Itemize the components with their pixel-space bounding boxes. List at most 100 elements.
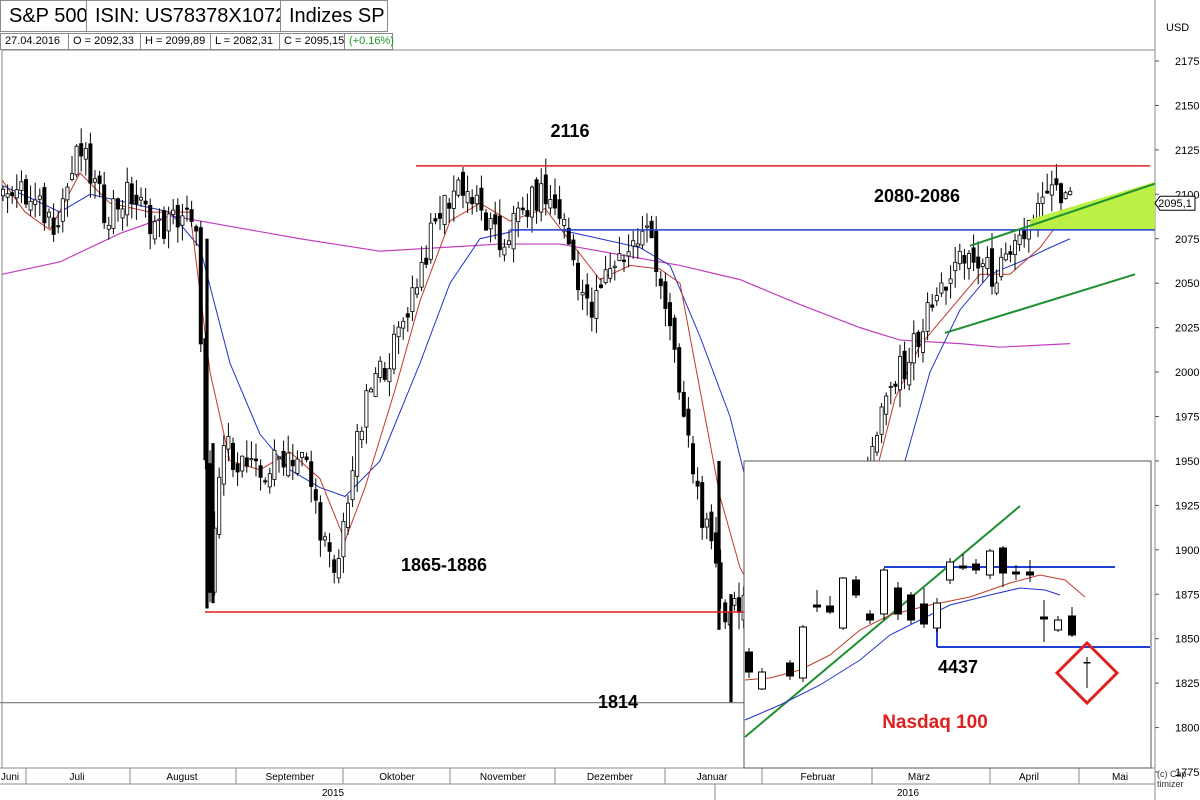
candle-body [465, 191, 470, 204]
candle-body [879, 406, 884, 435]
candle-body [125, 182, 130, 216]
last-price-marker [1154, 195, 1196, 211]
inset-candle-body [839, 577, 847, 629]
candle-body [290, 459, 295, 467]
candle-body [175, 204, 180, 228]
candle-body [580, 292, 585, 296]
inset-candle-body [799, 626, 807, 679]
high-value: H = 2099,89 [140, 33, 211, 50]
x-month-label: März [908, 772, 930, 783]
candle-body [180, 215, 185, 226]
candle-body [161, 210, 166, 239]
inset-trend-line [744, 505, 1021, 738]
candle-body [10, 192, 15, 197]
candle-body [401, 320, 406, 329]
candle-body [120, 208, 125, 219]
candle-body [691, 443, 696, 475]
candle-body [704, 518, 709, 528]
inset-candle-body [826, 605, 834, 613]
x-year-label: 2016 [897, 788, 920, 799]
candle-body [953, 261, 958, 271]
y-tick-label: 2175 [1175, 56, 1199, 68]
inset-candle-body [786, 662, 794, 677]
candle-body [543, 174, 548, 205]
candle-body [276, 456, 281, 459]
candle-body [42, 187, 47, 224]
last-price-label: 2095,1 [1158, 198, 1192, 210]
inset-candle-body [907, 594, 915, 621]
candle-body [562, 219, 567, 226]
candle-body [382, 368, 387, 380]
candle-body [686, 408, 691, 436]
candle-body [902, 350, 907, 380]
candle-body [635, 243, 640, 247]
candle-body [534, 179, 539, 211]
candle-body [152, 221, 157, 240]
y-tick-label: 1850 [1175, 634, 1199, 646]
candle-body [83, 148, 88, 160]
candle-body [939, 282, 944, 294]
candle-body [396, 326, 401, 338]
candle-body [626, 251, 631, 257]
candle-body [612, 265, 617, 268]
inset-candle-body [1040, 616, 1048, 620]
candle-body [916, 331, 921, 348]
candle-body [980, 263, 985, 267]
candle-body [948, 278, 953, 284]
candle-body [207, 463, 212, 593]
candle-body [313, 489, 318, 501]
candle-body [28, 200, 33, 211]
candle-body [447, 202, 452, 209]
candle-body [599, 284, 604, 288]
candle-body [194, 226, 199, 232]
candle-body [1013, 240, 1018, 256]
inset-chart: 4437 Nasdaq 100 [743, 460, 1152, 769]
candle-body [51, 217, 56, 235]
candle-body [56, 225, 61, 228]
candle-body [470, 197, 475, 205]
candle-body [672, 317, 677, 350]
candle-body [295, 458, 300, 474]
annotation-label: 1865-1886 [401, 555, 487, 575]
inset-candle-body [920, 603, 928, 625]
y-tick-label: 2125 [1175, 145, 1199, 157]
candle-body [322, 536, 327, 541]
candle-body [405, 313, 410, 318]
candle-body [272, 449, 277, 480]
candle-body [714, 532, 719, 564]
candle-body [138, 196, 143, 201]
candle-body [1022, 230, 1027, 240]
change-percent: (+0.16%) [344, 33, 394, 50]
index-label: Indizes SP [280, 0, 388, 32]
annotation-label: 2116 [550, 121, 589, 141]
candle-body [617, 253, 622, 261]
candle-body [658, 278, 663, 287]
candle-body [1045, 190, 1050, 194]
y-tick-label: 1900 [1175, 545, 1199, 557]
candle-body [304, 456, 309, 461]
inset-candle-body [946, 561, 954, 581]
inset-candle-body [1026, 571, 1034, 576]
candle-body [483, 212, 488, 231]
candle-body [134, 194, 139, 205]
candle-body [226, 436, 231, 450]
candle-body [944, 286, 949, 291]
candle-body [1068, 190, 1073, 196]
inset-candle-body [894, 587, 902, 615]
candle-body [875, 435, 880, 453]
candle-body [88, 143, 93, 184]
candle-body [1049, 184, 1054, 196]
candle-body [364, 390, 369, 428]
candle-body [355, 431, 360, 477]
candle-body [717, 460, 721, 630]
inset-candle-body [986, 550, 994, 576]
candle-body [640, 230, 645, 246]
candle-body [19, 181, 24, 191]
low-value: L = 2082,31 [210, 33, 280, 50]
candle-body [249, 458, 254, 461]
candle-body [235, 463, 240, 473]
candle-body [589, 301, 594, 318]
candle-body [520, 207, 525, 211]
candle-body [898, 356, 903, 391]
candle-body [677, 347, 682, 393]
